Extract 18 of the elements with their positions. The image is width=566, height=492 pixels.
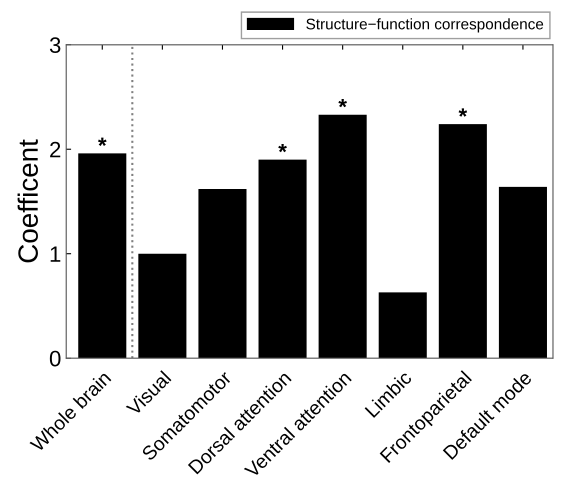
legend-label: Structure−function correspondence	[306, 18, 544, 32]
annotation: *	[278, 144, 287, 152]
y-tick-label: 1	[50, 246, 60, 262]
bar	[378, 292, 427, 358]
annotation: *	[458, 108, 468, 117]
y-axis-title: Coefficent	[18, 139, 38, 262]
bar	[138, 254, 186, 358]
y-tick-label: 3	[50, 37, 60, 54]
bar	[78, 153, 126, 358]
y-tick-label: 0	[50, 350, 60, 366]
annotation: *	[98, 138, 107, 146]
bar	[258, 160, 307, 358]
annotation: *	[338, 99, 347, 108]
bar	[438, 124, 487, 358]
bar	[198, 188, 247, 358]
bar	[318, 114, 367, 358]
bar	[498, 186, 547, 358]
y-tick-label: 2	[50, 142, 60, 158]
